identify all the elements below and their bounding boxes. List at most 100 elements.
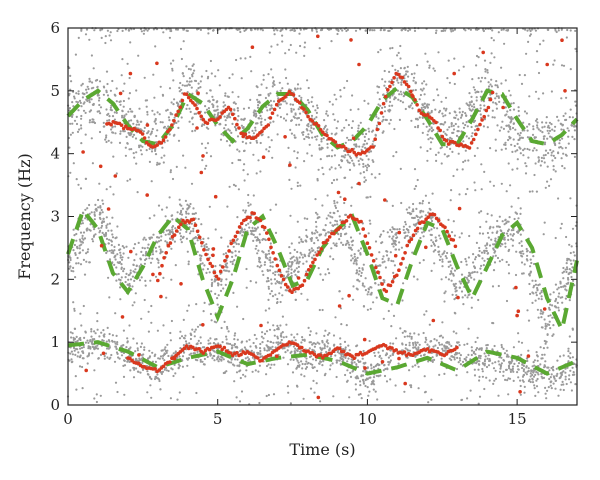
noise-point xyxy=(523,147,526,150)
noise-point xyxy=(310,355,313,358)
noise-point xyxy=(265,86,268,89)
noise-point xyxy=(122,90,125,93)
noise-point xyxy=(506,353,509,356)
noise-point xyxy=(495,107,498,110)
noise-point xyxy=(243,179,246,182)
noise-point xyxy=(357,159,360,162)
noise-point xyxy=(359,247,363,250)
noise-point xyxy=(528,190,532,193)
noise-point xyxy=(99,205,102,208)
noise-point xyxy=(229,239,232,242)
noise-point xyxy=(250,70,253,73)
noise-point xyxy=(564,146,568,149)
noise-point xyxy=(429,208,432,211)
noise-point xyxy=(335,359,338,362)
noise-point xyxy=(260,335,263,338)
noise-point xyxy=(445,257,448,260)
noise-point xyxy=(188,205,191,208)
noise-point xyxy=(529,251,532,254)
noise-point xyxy=(180,57,183,61)
noise-point xyxy=(572,371,575,374)
noise-point xyxy=(177,126,180,129)
noise-point xyxy=(349,157,352,160)
noise-point xyxy=(362,165,365,168)
noise-point xyxy=(465,121,468,124)
noise-point xyxy=(493,379,496,382)
noise-point xyxy=(398,228,401,231)
noise-point xyxy=(127,110,130,113)
noise-point xyxy=(123,130,126,133)
noise-point xyxy=(526,254,529,257)
noise-point xyxy=(264,256,268,259)
noise-point xyxy=(364,289,367,292)
noise-point xyxy=(231,122,234,125)
noise-point xyxy=(443,349,446,352)
noise-point xyxy=(82,231,86,234)
noise-point xyxy=(561,296,564,299)
noise-point xyxy=(178,337,182,340)
noise-point xyxy=(105,136,108,139)
noise-point xyxy=(441,265,444,268)
noise-point xyxy=(366,386,369,389)
noise-point xyxy=(208,271,211,274)
noise-point xyxy=(78,247,81,250)
noise-point xyxy=(544,153,547,157)
noise-point xyxy=(298,236,301,239)
noise-point xyxy=(272,341,275,344)
noise-point xyxy=(315,116,318,119)
noise-point xyxy=(128,360,131,363)
noise-point xyxy=(157,259,160,262)
noise-point xyxy=(365,154,368,157)
noise-point xyxy=(417,333,420,336)
noise-point xyxy=(78,128,81,131)
noise-point xyxy=(126,337,129,340)
noise-point xyxy=(539,346,542,349)
noise-point xyxy=(485,347,488,350)
noise-point xyxy=(125,113,128,116)
noise-point xyxy=(240,390,244,393)
noise-point xyxy=(150,236,153,239)
noise-point xyxy=(258,239,261,242)
noise-point xyxy=(507,263,510,266)
noise-point xyxy=(494,84,497,87)
noise-point xyxy=(507,393,510,396)
noise-point xyxy=(230,344,234,347)
noise-point xyxy=(322,137,325,140)
noise-point xyxy=(274,273,277,276)
noise-point xyxy=(435,239,438,242)
noise-point xyxy=(367,164,371,168)
noise-point xyxy=(277,343,280,346)
noise-point xyxy=(276,114,279,117)
noise-point xyxy=(227,113,230,116)
noise-point xyxy=(494,369,497,372)
noise-point xyxy=(458,352,461,355)
noise-point xyxy=(249,280,252,283)
noise-point xyxy=(191,123,194,126)
noise-point xyxy=(385,250,388,253)
noise-point xyxy=(475,124,478,127)
noise-point xyxy=(270,104,273,107)
noise-point xyxy=(507,238,510,241)
noise-point xyxy=(248,226,251,229)
noise-point xyxy=(527,319,531,322)
noise-point xyxy=(394,239,397,242)
noise-point xyxy=(123,82,126,85)
noise-point xyxy=(300,238,303,241)
noise-point xyxy=(462,65,465,68)
noise-point xyxy=(216,100,219,103)
noise-point xyxy=(129,369,132,372)
noise-point xyxy=(290,109,293,112)
noise-point xyxy=(384,266,387,269)
noise-point xyxy=(285,270,288,273)
noise-point xyxy=(391,104,394,107)
noise-point xyxy=(534,279,537,282)
noise-point xyxy=(82,102,85,105)
noise-point xyxy=(564,375,567,378)
noise-point xyxy=(355,262,358,265)
noise-point xyxy=(357,138,360,141)
noise-point xyxy=(84,111,87,114)
noise-point xyxy=(354,258,357,262)
noise-point xyxy=(140,250,143,253)
noise-point xyxy=(289,265,292,268)
noise-point xyxy=(464,359,468,362)
